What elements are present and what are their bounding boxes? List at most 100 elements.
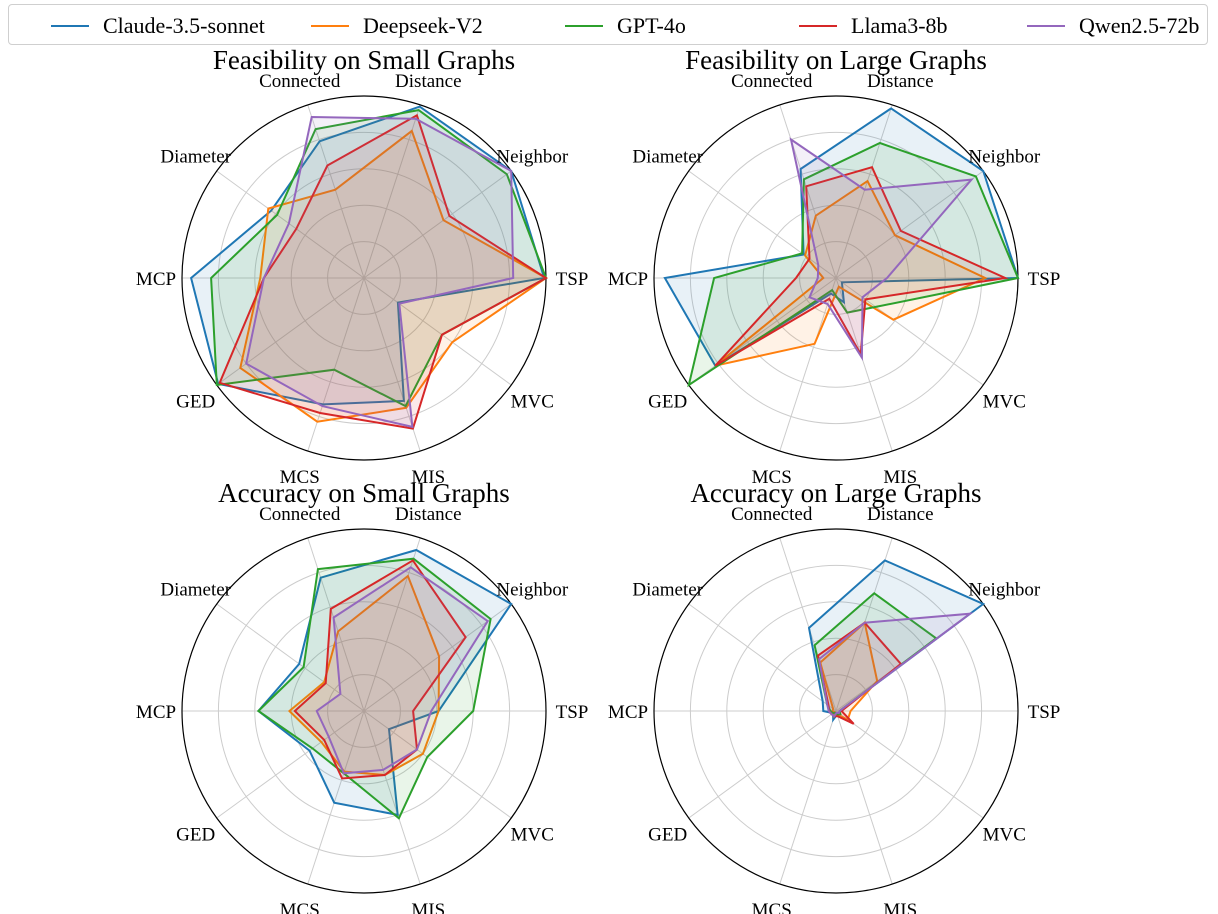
axis-label: TSP xyxy=(556,269,589,290)
grid-spoke xyxy=(835,710,893,885)
axis-label: Distance xyxy=(867,504,933,525)
series-polygon xyxy=(315,566,490,775)
legend-item: Claude-3.5-sonnet xyxy=(51,5,265,46)
grid-spoke xyxy=(835,277,893,452)
axis-label: GED xyxy=(176,391,215,412)
axis-label: Distance xyxy=(395,71,461,92)
legend-item: Llama3-8b xyxy=(799,5,948,46)
grid-spoke xyxy=(688,710,837,819)
series-polygon xyxy=(256,557,492,820)
legend-swatch xyxy=(51,24,89,27)
axis-label: MCS xyxy=(752,900,792,914)
axis-label: Distance xyxy=(867,71,933,92)
axis-label: Diameter xyxy=(160,147,231,168)
axis-label: MCP xyxy=(608,702,648,723)
axis-label: MCS xyxy=(280,900,320,914)
grid-spoke xyxy=(307,537,365,712)
axis-label: MCP xyxy=(608,269,648,290)
axis-label: Distance xyxy=(395,504,461,525)
grid-spoke xyxy=(363,277,512,386)
legend-label: GPT-4o xyxy=(617,12,686,38)
grid-spoke xyxy=(688,603,837,712)
axis-label: Connected xyxy=(731,504,813,525)
axis-label: MVC xyxy=(983,824,1026,845)
series-polygon xyxy=(239,129,548,423)
axis-label: Diameter xyxy=(160,580,231,601)
series-polygon xyxy=(245,115,515,429)
axis-label: GED xyxy=(648,824,687,845)
series-polygon xyxy=(687,141,1020,388)
axis-label: GED xyxy=(648,391,687,412)
legend-label: Llama3-8b xyxy=(851,12,948,38)
axis-label: MCP xyxy=(136,269,176,290)
axis-label: GED xyxy=(176,824,215,845)
axis-label: Diameter xyxy=(632,147,703,168)
grid-spoke xyxy=(363,710,421,885)
axis-label: Diameter xyxy=(632,580,703,601)
axis-label: TSP xyxy=(1028,269,1061,290)
grid-spoke xyxy=(307,104,365,279)
grid-spoke xyxy=(688,277,837,386)
grid-spoke xyxy=(363,170,512,279)
axis-label: MCS xyxy=(280,467,320,488)
radar-frame xyxy=(653,528,1019,894)
axis-label: Neighbor xyxy=(968,580,1040,601)
legend-swatch xyxy=(565,24,603,27)
grid-spoke xyxy=(688,170,837,279)
series-polygon xyxy=(818,612,974,718)
axis-label: MVC xyxy=(511,391,554,412)
legend-label: Deepseek-V2 xyxy=(363,12,483,38)
legend-swatch xyxy=(1027,24,1065,27)
legend-label: Qwen2.5-72b xyxy=(1079,12,1200,38)
legend-swatch xyxy=(311,24,349,27)
axis-label: Connected xyxy=(731,71,813,92)
grid-spoke xyxy=(307,710,365,885)
legend-item: Qwen2.5-72b xyxy=(1027,5,1199,46)
panel-title: Accuracy on Large Graphs xyxy=(690,478,981,508)
grid-spoke xyxy=(779,277,837,452)
axis-label: MIS xyxy=(883,467,917,488)
series-polygon xyxy=(256,548,513,817)
legend-label: Claude-3.5-sonnet xyxy=(103,12,265,38)
radar-frame xyxy=(181,528,547,894)
axis-label: MCP xyxy=(136,702,176,723)
panel-title: Feasibility on Small Graphs xyxy=(213,45,515,75)
grid-spoke xyxy=(835,104,893,279)
legend: Claude-3.5-sonnet Deepseek-V2 GPT-4o Llama3… xyxy=(8,4,1208,45)
grid-spoke xyxy=(835,710,984,819)
legend-item: Deepseek-V2 xyxy=(311,5,483,46)
axis-label: MCS xyxy=(752,467,792,488)
grid-spoke xyxy=(835,277,984,386)
grid-spoke xyxy=(363,104,421,279)
grid-spoke xyxy=(216,710,365,819)
axis-label: MIS xyxy=(411,900,445,914)
legend-item: GPT-4o xyxy=(565,5,686,46)
axis-label: Connected xyxy=(259,504,341,525)
axis-label: MIS xyxy=(411,467,445,488)
panel-title: Accuracy on Small Graphs xyxy=(218,478,510,508)
series-polygon xyxy=(218,113,548,430)
axis-label: Neighbor xyxy=(496,580,568,601)
legend-swatch xyxy=(799,24,837,27)
axis-label: TSP xyxy=(556,702,589,723)
axis-label: Neighbor xyxy=(968,147,1040,168)
axis-label: MIS xyxy=(883,900,917,914)
panel-title: Feasibility on Large Graphs xyxy=(685,45,987,75)
series-polygon xyxy=(663,107,1020,368)
grid-spoke xyxy=(835,170,984,279)
axis-label: MVC xyxy=(983,391,1026,412)
axis-label: TSP xyxy=(1028,702,1061,723)
series-polygon xyxy=(189,105,546,406)
series-polygon xyxy=(789,137,974,361)
axis-label: Neighbor xyxy=(496,147,568,168)
grid-spoke xyxy=(216,170,365,279)
axis-label: Connected xyxy=(259,71,341,92)
grid-spoke xyxy=(779,710,837,885)
grid-spoke xyxy=(363,277,421,452)
grid-spoke xyxy=(779,104,837,279)
